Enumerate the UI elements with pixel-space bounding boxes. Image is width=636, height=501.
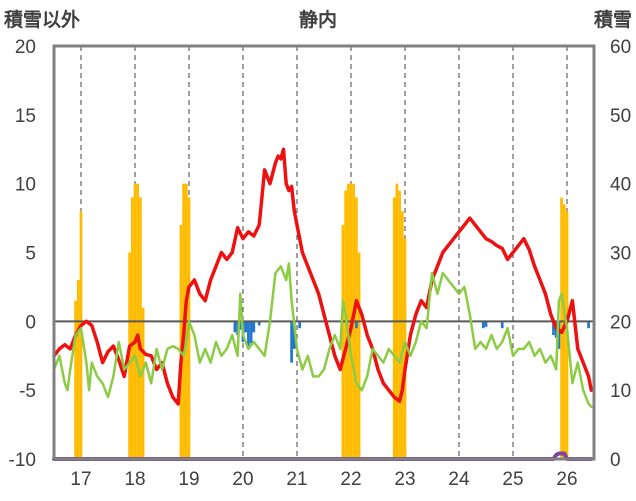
x-tick-label-17: 17 [70,469,91,490]
blue-bar-6 [249,321,253,344]
snow-bar-4 [130,197,134,459]
x-tick-label-18: 18 [124,469,145,490]
plot-area: -10 -5 0 5 10 15 20 0 10 20 30 40 50 60 17 18 19 20 21 22 23… [9,37,632,490]
blue-bar-16 [552,321,555,336]
blue-bar-12 [355,321,358,329]
snow-bar-9 [179,224,183,459]
left-tick-label-0: -10 [9,450,36,471]
snow-bar-24 [403,238,407,459]
right-tick-label-0: 0 [610,450,621,471]
left-tick-label-4: 10 [15,175,36,196]
x-tick-label-21: 21 [286,469,307,490]
blue-bar-7 [252,321,256,333]
x-tick-label-22: 22 [340,469,361,490]
snow-bar-8 [141,307,145,459]
right-tick-label-5: 50 [610,106,631,127]
snow-bar-23 [400,211,404,459]
red-series-line [52,147,594,406]
left-tick-label-3: 5 [25,244,36,265]
right-tick-label-3: 30 [610,244,631,265]
left-tick-label-1: -5 [19,381,36,402]
x-tick-label-24: 24 [448,469,470,490]
blue-bar-2 [238,321,242,330]
x-tick-label-26: 26 [556,469,577,490]
blue-bar-4 [244,321,248,333]
left-axis-label: 積雪以外 [4,8,80,31]
snow-bar-0 [74,300,77,459]
snow-bar-13 [341,224,345,459]
snow-bar-20 [392,197,396,459]
right-axis-label: 積雪 [594,8,632,31]
right-tick-label-2: 20 [610,312,631,333]
right-tick-label-4: 40 [610,175,631,196]
plot-frame [52,44,596,461]
green-series-line [52,262,593,408]
blue-bar-13 [481,321,485,329]
blue-bar-19 [587,321,590,329]
blue-bar-8 [257,321,261,326]
snow-bar-1 [76,280,80,459]
blue-bar-9 [290,321,293,363]
snow-bar-22 [398,190,401,460]
blue-bar-18 [557,321,561,349]
x-tick-label-19: 19 [178,469,199,490]
blue-bar-11 [298,321,302,329]
blue-bar-0 [233,321,237,333]
left-tick-label-6: 20 [15,37,36,58]
snow-bar-14 [344,190,347,460]
right-tick-label-6: 60 [610,37,631,58]
chart-title: 静内 [299,8,337,31]
x-tick-label-25: 25 [502,469,523,490]
blue-bar-5 [247,321,250,347]
snow-bar-19 [357,252,361,459]
snow-bar-7 [139,197,142,459]
x-tick-label-23: 23 [394,469,415,490]
right-tick-label-1: 10 [610,381,631,402]
blue-bar-14 [484,321,488,327]
snow-bar-25 [560,197,563,459]
left-tick-label-2: 0 [25,312,36,333]
x-tick-label-20: 20 [232,469,253,490]
left-tick-label-5: 15 [15,106,36,127]
blue-bar-15 [500,321,504,329]
snow-bar-26 [562,204,566,459]
